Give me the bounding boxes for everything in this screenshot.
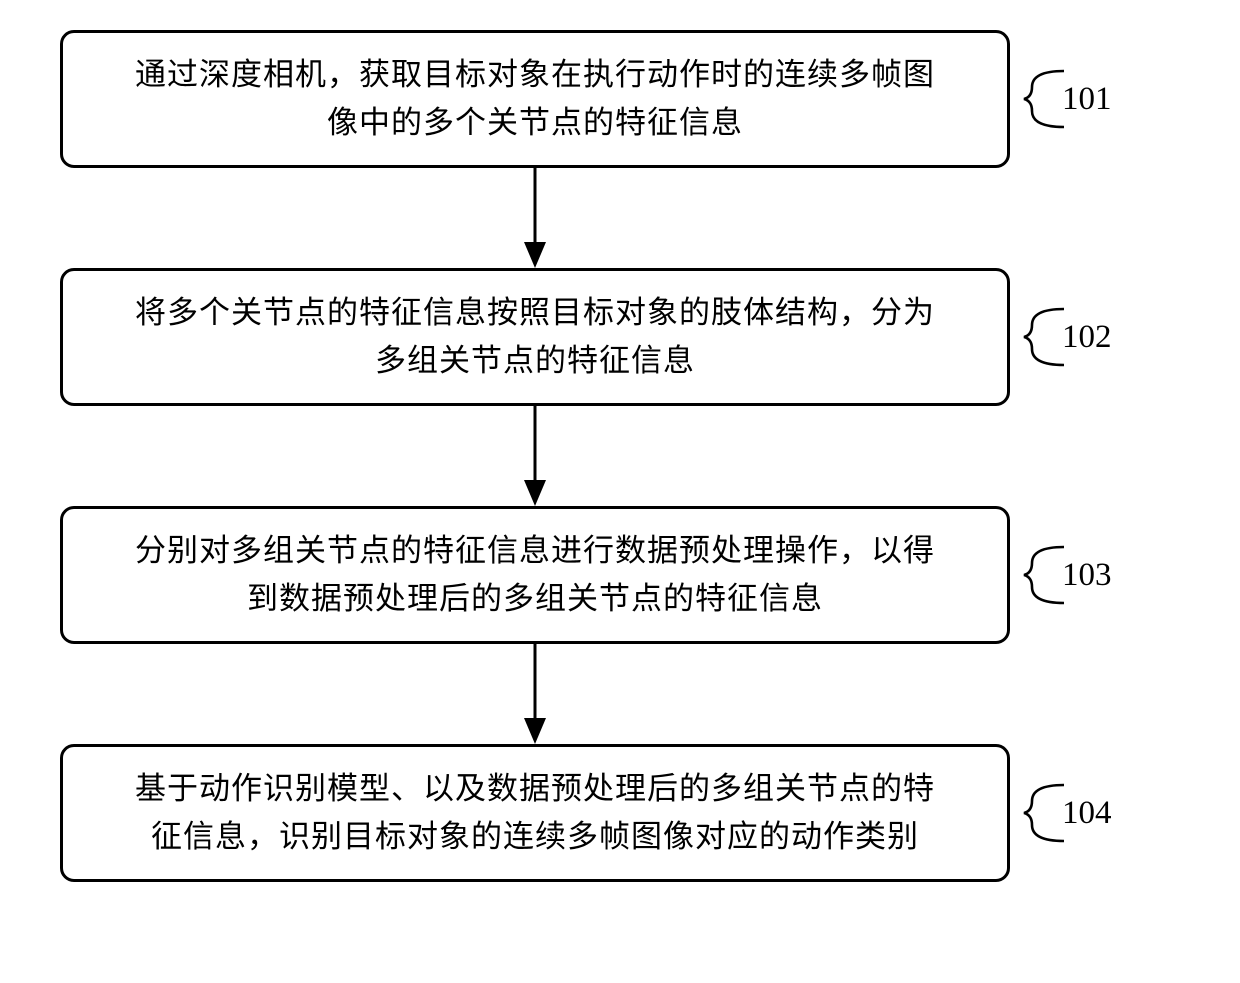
step-box-102: 将多个关节点的特征信息按照目标对象的肢体结构，分为 多组关节点的特征信息: [60, 268, 1010, 406]
step-text-line1: 通过深度相机，获取目标对象在执行动作时的连续多帧图: [93, 51, 977, 99]
step-text-line1: 将多个关节点的特征信息按照目标对象的肢体结构，分为: [93, 289, 977, 337]
arrow-down-icon: [60, 644, 1010, 744]
step-text-line2: 到数据预处理后的多组关节点的特征信息: [93, 575, 977, 623]
step-text-line2: 多组关节点的特征信息: [93, 337, 977, 385]
step-box-103: 分别对多组关节点的特征信息进行数据预处理操作，以得 到数据预处理后的多组关节点的…: [60, 506, 1010, 644]
step-number: 101: [1062, 81, 1112, 118]
step-number: 104: [1062, 795, 1112, 832]
flow-step: 通过深度相机，获取目标对象在执行动作时的连续多帧图 像中的多个关节点的特征信息 …: [60, 30, 1180, 168]
step-number-text: 103: [1062, 557, 1112, 593]
step-text-line1: 分别对多组关节点的特征信息进行数据预处理操作，以得: [93, 527, 977, 575]
step-number-text: 104: [1062, 795, 1112, 831]
arrow-down-icon: [60, 406, 1010, 506]
brace-icon: [1022, 545, 1064, 605]
flow-step: 基于动作识别模型、以及数据预处理后的多组关节点的特 征信息，识别目标对象的连续多…: [60, 744, 1180, 882]
step-text-line2: 征信息，识别目标对象的连续多帧图像对应的动作类别: [93, 813, 977, 861]
brace-icon: [1022, 783, 1064, 843]
brace-icon: [1022, 307, 1064, 367]
flow-step: 分别对多组关节点的特征信息进行数据预处理操作，以得 到数据预处理后的多组关节点的…: [60, 506, 1180, 644]
step-number: 102: [1062, 319, 1112, 356]
step-number-text: 101: [1062, 81, 1112, 117]
step-text-line1: 基于动作识别模型、以及数据预处理后的多组关节点的特: [93, 765, 977, 813]
arrow-down-icon: [60, 168, 1010, 268]
step-box-104: 基于动作识别模型、以及数据预处理后的多组关节点的特 征信息，识别目标对象的连续多…: [60, 744, 1010, 882]
step-text-line2: 像中的多个关节点的特征信息: [93, 99, 977, 147]
flowchart-container: 通过深度相机，获取目标对象在执行动作时的连续多帧图 像中的多个关节点的特征信息 …: [60, 30, 1180, 882]
flow-connector: [60, 406, 1010, 506]
step-number: 103: [1062, 557, 1112, 594]
flow-connector: [60, 168, 1010, 268]
flow-step: 将多个关节点的特征信息按照目标对象的肢体结构，分为 多组关节点的特征信息 102: [60, 268, 1180, 406]
flow-connector: [60, 644, 1010, 744]
brace-icon: [1022, 69, 1064, 129]
step-number-text: 102: [1062, 319, 1112, 355]
step-box-101: 通过深度相机，获取目标对象在执行动作时的连续多帧图 像中的多个关节点的特征信息: [60, 30, 1010, 168]
